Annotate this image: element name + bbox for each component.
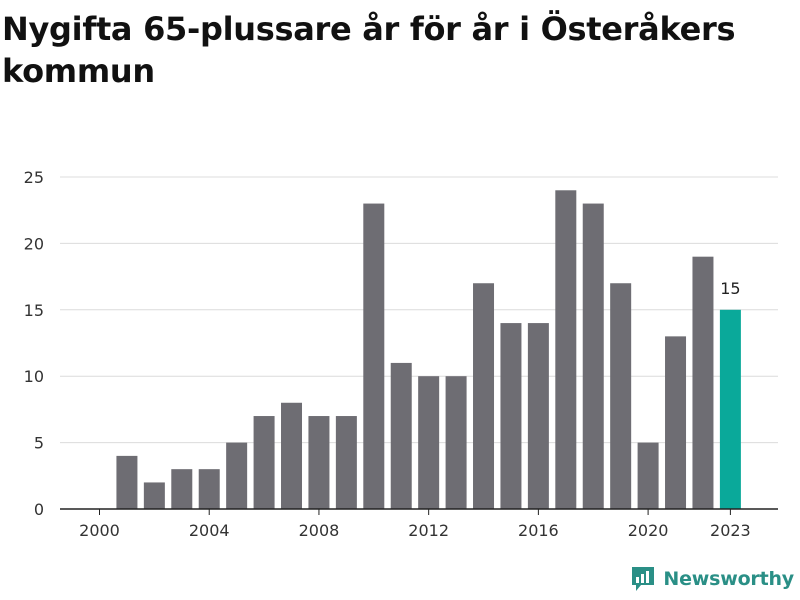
data-label-2023: 15: [720, 279, 740, 298]
bars: 15: [116, 190, 741, 509]
brand-name: Newsworthy: [663, 568, 794, 590]
bar-2012[interactable]: [418, 376, 440, 509]
y-tick-label: 5: [34, 434, 44, 453]
x-tick-label: 2023: [710, 521, 751, 540]
bar-2006[interactable]: [253, 416, 275, 509]
bar-2017[interactable]: [555, 190, 577, 509]
bar-2004[interactable]: [198, 469, 220, 509]
bar-2022[interactable]: [692, 256, 714, 509]
bar-2003[interactable]: [171, 469, 193, 509]
bar-2015[interactable]: [500, 323, 522, 509]
bar-2019[interactable]: [610, 283, 632, 509]
bar-2005[interactable]: [226, 442, 248, 509]
chart-title: Nygifta 65-plussare år för år i Österåke…: [2, 10, 736, 90]
bar-2013[interactable]: [445, 376, 467, 509]
bar-2023[interactable]: [719, 309, 741, 509]
bar-2020[interactable]: [637, 442, 659, 509]
bar-2014[interactable]: [473, 283, 495, 509]
x-tick-label: 2004: [189, 521, 230, 540]
y-tick-label: 20: [24, 234, 44, 253]
bar-2007[interactable]: [281, 402, 303, 509]
bar-2010[interactable]: [363, 203, 385, 509]
x-tick-label: 2000: [79, 521, 120, 540]
bar-2009[interactable]: [335, 416, 357, 509]
x-tick-label: 2008: [299, 521, 340, 540]
y-tick-label: 0: [34, 500, 44, 519]
y-tick-label: 25: [24, 168, 44, 187]
newsworthy-chart-icon: [632, 567, 655, 591]
x-tick-label: 2020: [628, 521, 669, 540]
bar-2008[interactable]: [308, 416, 330, 509]
x-tick-label: 2012: [408, 521, 449, 540]
bar-2002[interactable]: [143, 482, 165, 509]
bar-2018[interactable]: [582, 203, 604, 509]
x-tick-label: 2016: [518, 521, 559, 540]
y-tick-label: 10: [24, 367, 44, 386]
newsworthy-logo[interactable]: Newsworthy: [629, 564, 794, 594]
bar-2011[interactable]: [390, 362, 412, 509]
y-tick-label: 15: [24, 301, 44, 320]
bar-2021[interactable]: [665, 336, 687, 509]
axes: 0 5 10 15 20 25 2000 2004 2008 2012 2016 2020 2023: [24, 168, 778, 540]
bar-2016[interactable]: [527, 323, 549, 509]
bar-2001[interactable]: [116, 455, 138, 509]
